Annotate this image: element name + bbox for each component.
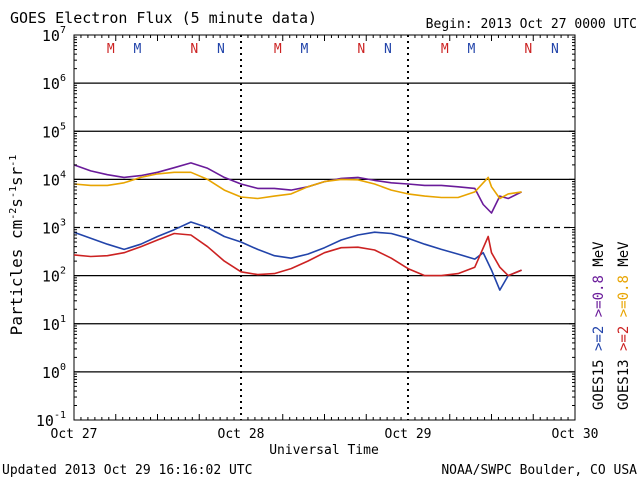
y-tick-base: 10 [42,364,60,382]
y-tick-label-1e5: 105 [42,121,66,141]
legend-goes13: GOES13 >=2 >=0.8 MeV [616,241,632,410]
updated-timestamp: Updated 2013 Oct 29 16:16:02 UTC [2,463,252,478]
y-tick-base: 10 [42,123,60,141]
legend-goes15: GOES15 >=2 >=0.8 MeV [591,241,607,410]
series-line-3 [73,232,522,277]
legend-entry: >=0.8 [591,275,607,326]
x-axis-ticks: Oct 27 Oct 28 Oct 29 Oct 30 [51,427,599,442]
begin-time-label: Begin: 2013 Oct 27 0000 UTC [426,17,637,32]
y-tick-exponent: 7 [60,25,66,36]
chart-title: GOES Electron Flux (5 minute data) [10,9,317,27]
y-label-base: Particles cm [7,220,26,336]
x-tick-label-0: Oct 27 [51,427,98,442]
y-tick-label-1e4: 104 [42,169,66,189]
mn-marker-10: N [524,42,532,57]
mn-marker-9: M [468,42,476,57]
y-label-s: s [7,198,26,208]
legend-entry: GOES13 [616,359,632,410]
y-tick-exponent: 2 [60,266,66,277]
y-tick-label-1e7: 107 [42,25,66,45]
mn-marker-7: N [384,42,392,57]
series-line-1 [73,171,522,200]
legend-entry: >=0.8 [616,275,632,326]
y-tick-exponent: 4 [60,169,66,180]
y-label-exp3: -1 [8,155,19,167]
y-tick-label-1e2: 102 [42,266,66,286]
y-tick-label-1e6: 106 [42,73,66,93]
series-layer [73,162,522,291]
mn-marker-8: M [441,42,449,57]
legend-entry: >=2 [591,326,607,360]
y-tick-base: 10 [36,412,54,430]
mn-marker-2: N [190,42,198,57]
mn-marker-11: N [551,42,559,57]
mn-marker-6: N [357,42,365,57]
y-tick-base: 10 [42,171,60,189]
y-tick-exponent: 3 [60,218,66,229]
x-tick-label-3: Oct 30 [552,427,599,442]
y-tick-label-1e-1: 10-1 [36,410,66,430]
y-tick-exponent: -1 [54,410,66,421]
y-tick-base: 10 [42,268,60,286]
series-line-0 [73,162,522,214]
legend-entry: MeV [616,241,632,275]
mn-marker-0: M [107,42,115,57]
legend-entry: >=2 [616,326,632,360]
y-tick-exponent: 5 [60,121,66,132]
credit-label: NOAA/SWPC Boulder, CO USA [441,463,637,478]
y-label-sr: sr [7,166,26,186]
legend-entry: GOES15 [591,359,607,410]
y-axis-label: Particles cm-2s-1sr-1 [7,155,26,336]
gridlines [74,82,575,373]
x-tick-label-1: Oct 28 [218,427,265,442]
y-tick-base: 10 [42,75,60,93]
y-tick-exponent: 1 [60,314,66,325]
series-line-2 [73,221,522,291]
y-tick-exponent: 0 [60,362,66,373]
y-label-exp2: -1 [8,186,19,198]
legend-entry: MeV [591,241,607,275]
y-tick-base: 10 [42,27,60,45]
day-boundary-ticks [80,35,569,420]
y-tick-base: 10 [42,316,60,334]
mn-marker-1: M [134,42,142,57]
y-tick-label-1e1: 101 [42,314,66,334]
y-label-exp1: -2 [8,208,19,220]
y-tick-label-1e0: 100 [42,362,66,382]
x-axis-label: Universal Time [269,443,379,458]
mn-marker-5: M [301,42,309,57]
y-tick-exponent: 6 [60,73,66,84]
y-tick-label-1e3: 103 [42,218,66,238]
legend: GOES15 >=2 >=0.8 MeV GOES13 >=2 >=0.8 Me… [591,241,632,410]
x-tick-label-2: Oct 29 [385,427,432,442]
mn-marker-3: N [217,42,225,57]
mn-marker-4: M [274,42,282,57]
y-tick-base: 10 [42,220,60,238]
